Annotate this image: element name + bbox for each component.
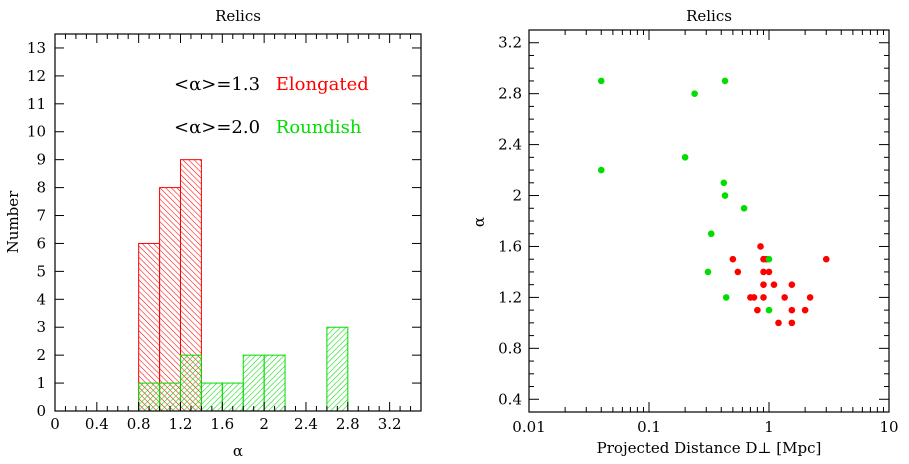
scatter-x-axis-label: Projected Distance D⊥ [Mpc]: [597, 439, 822, 457]
scatter-point-roundish-2: [691, 90, 698, 97]
histogram-y-tick-label: 9: [36, 151, 46, 169]
histogram-y-tick-label: 5: [36, 262, 46, 280]
histogram-y-tick-label: 0: [36, 402, 46, 420]
scatter-point-elongated-9: [770, 281, 778, 288]
histogram-x-tick-label: 0: [50, 415, 60, 433]
roundish-annotation-label: Roundish: [276, 117, 362, 138]
elongated-mean-text: <α>=1.3: [174, 74, 260, 95]
scatter-panel: Relics 0.01 0.1 1 10 0.4 0.8 1.2 1.6 2 2.4 2.8 3.2…: [470, 7, 899, 457]
scatter-point-roundish-0: [597, 77, 605, 85]
scatter-y-tick-label: 2.8: [498, 85, 522, 103]
histogram-y-tick-label: 8: [36, 179, 46, 197]
scatter-point-elongated-13: [760, 294, 767, 301]
elongated-mean-annotation: <α>=1.3 Elongated: [174, 74, 369, 95]
histogram-y-tick-label: 3: [36, 318, 46, 336]
scatter-point-elongated-12: [750, 294, 758, 301]
scatter-point-elongated-20: [788, 319, 796, 327]
scatter-y-tick-label: 0.4: [498, 390, 522, 408]
scatter-y-tick-label: 3.2: [498, 34, 522, 52]
scatter-x-tick-label: 1: [764, 418, 774, 436]
histogram-bar-roundish-2: [179, 354, 202, 412]
histogram-bar-roundish-6: [263, 354, 286, 412]
scatter-title: Relics: [686, 7, 732, 25]
scatter-y-tick-labels: 0.4 0.8 1.2 1.6 2 2.4 2.8 3.2: [498, 34, 522, 409]
scatter-point-elongated-15: [806, 294, 814, 301]
histogram-x-tick-label: 0.8: [127, 415, 151, 433]
scatter-points: [597, 77, 830, 327]
histogram-y-tick-label: 6: [36, 234, 46, 252]
histogram-x-tick-labels: 0 0.4 0.8 1.2 1.6 2 2.4 2.8 3.2: [50, 415, 401, 433]
histogram-x-tick-label: 2: [259, 415, 269, 433]
scatter-point-roundish-7: [740, 204, 748, 212]
histogram-bar-roundish-5: [242, 354, 265, 412]
scatter-point-roundish-3: [681, 154, 689, 161]
scatter-point-elongated-3: [729, 255, 737, 263]
histogram-x-tick-label: 2.4: [294, 415, 318, 433]
histogram-y-tick-label: 13: [27, 39, 46, 57]
scatter-point-roundish-5: [720, 179, 728, 187]
scatter-point-elongated-16: [754, 306, 761, 314]
histogram-bars: [138, 159, 349, 412]
scatter-x-tick-labels: 0.01 0.1 1 10: [512, 418, 898, 436]
histogram-bar-roundish-7: [326, 326, 349, 412]
scatter-y-tick-label: 2: [512, 187, 522, 205]
histogram-y-axis-label: Number: [4, 190, 22, 253]
histogram-x-tick-label: 0.4: [85, 415, 109, 433]
scatter-x-tick-label: 0.1: [637, 418, 661, 436]
histogram-y-tick-label: 12: [27, 67, 46, 85]
scatter-point-elongated-5: [760, 268, 767, 276]
scatter-point-elongated-17: [788, 306, 796, 314]
scatter-x-tick-label: 10: [879, 418, 898, 436]
histogram-x-tick-label: 3.2: [378, 415, 402, 433]
roundish-mean-text: <α>=2.0: [174, 117, 260, 138]
histogram-x-tick-label: 2.8: [336, 415, 360, 433]
histogram-y-tick-label: 2: [36, 346, 46, 364]
scatter-point-roundish-12: [765, 306, 773, 314]
scatter-frame: [528, 29, 890, 413]
scatter-point-elongated-8: [760, 281, 767, 288]
scatter-x-tick-label: 0.01: [512, 418, 545, 436]
scatter-point-roundish-6: [721, 192, 729, 199]
scatter-point-elongated-19: [775, 319, 782, 327]
scatter-point-roundish-4: [597, 166, 605, 174]
scatter-ticks: [528, 29, 889, 413]
scatter-point-roundish-1: [721, 77, 729, 85]
roundish-mean-annotation: <α>=2.0 Roundish: [174, 117, 362, 138]
scatter-point-roundish-10: [704, 268, 712, 276]
scatter-y-tick-label: 2.4: [498, 136, 522, 154]
histogram-title: Relics: [215, 7, 261, 25]
scatter-y-axis-label: α: [470, 217, 488, 227]
histogram-x-axis-label: α: [233, 442, 243, 460]
histogram-ticks: [54, 34, 422, 412]
scatter-y-tick-label: 0.8: [498, 339, 522, 357]
scatter-point-elongated-7: [734, 268, 742, 276]
elongated-annotation-label: Elongated: [276, 74, 369, 95]
scatter-y-tick-label: 1.2: [498, 288, 522, 306]
histogram-y-tick-label: 1: [36, 374, 46, 392]
scatter-point-elongated-10: [788, 281, 796, 288]
scatter-point-roundish-9: [765, 255, 773, 263]
histogram-x-tick-label: 1.6: [210, 415, 234, 433]
histogram-y-tick-label: 11: [27, 95, 46, 113]
histogram-y-tick-label: 4: [36, 290, 46, 308]
histogram-frame: [54, 33, 422, 412]
histogram-bar-elongated-1: [159, 187, 181, 412]
scatter-y-tick-label: 1.6: [498, 237, 522, 255]
scatter-point-elongated-4: [822, 255, 830, 263]
histogram-y-tick-label: 10: [27, 123, 46, 141]
scatter-point-elongated-14: [781, 294, 788, 301]
scatter-point-elongated-0: [757, 243, 764, 250]
scatter-point-roundish-8: [707, 230, 715, 238]
scatter-point-elongated-6: [765, 268, 773, 276]
histogram-panel: Relics 0 0.4 0.8 1.2 1.6 2 2.4 2.8 3.2 012345678…: [4, 7, 422, 460]
histogram-x-tick-label: 1.2: [169, 415, 193, 433]
scatter-point-roundish-11: [722, 294, 730, 301]
histogram-y-tick-label: 7: [36, 207, 46, 225]
scatter-point-elongated-18: [801, 306, 809, 314]
